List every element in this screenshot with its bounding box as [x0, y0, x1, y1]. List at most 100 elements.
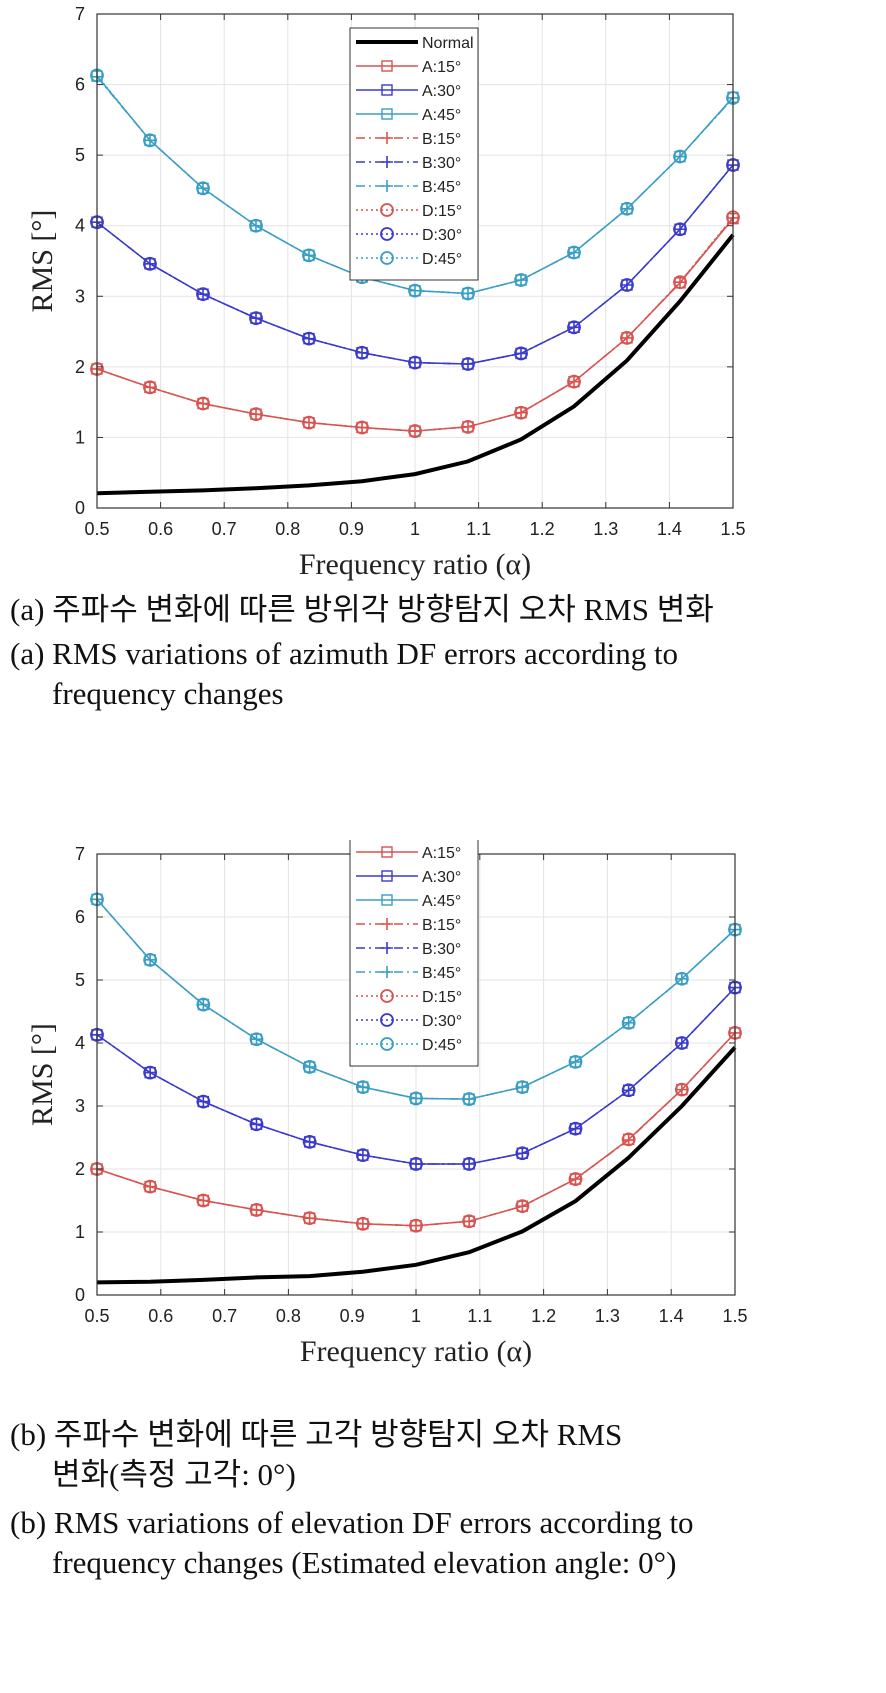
x-tick-label: 1.2 [531, 1306, 556, 1326]
data-point [250, 1033, 263, 1046]
data-point [408, 283, 422, 298]
y-tick-label: 6 [75, 907, 85, 927]
data-point [249, 1032, 264, 1047]
legend-label: D:30° [422, 227, 462, 244]
legend-box [349, 27, 479, 281]
data-point [567, 245, 581, 260]
data-point [674, 223, 687, 236]
y-tick-label: 0 [75, 1285, 85, 1305]
data-point [515, 1080, 530, 1095]
y-tick-label: 3 [75, 286, 85, 306]
series-Normal [96, 1046, 737, 1285]
x-tick-label: 1 [410, 519, 420, 539]
data-point [356, 346, 369, 359]
series-line [96, 74, 734, 295]
x-tick-label: 0.8 [275, 519, 300, 539]
legend-marker [380, 1037, 394, 1051]
data-point [143, 952, 158, 967]
legend-entry: A:15° [356, 845, 461, 862]
data-point [196, 1094, 211, 1109]
data-point [516, 1200, 529, 1213]
legend-marker [381, 894, 393, 906]
y-tick-label: 5 [75, 970, 85, 990]
data-point [463, 1093, 476, 1106]
x-tick-label: 1.4 [659, 1306, 684, 1326]
data-point [249, 311, 263, 326]
data-point [515, 1199, 530, 1214]
data-point [302, 1060, 317, 1074]
legend: Normal A:15° A:30° A:45° B:15° B:30° B:45° D:15… [349, 27, 479, 281]
chart-b: 0.5 0.6 0.7 0.8 0.9 1 1.1 1.2 1.3 1.4 1.5 0 1 2 3 4 5 6 7 F… [26, 840, 748, 1368]
y-tick-label: 1 [75, 1222, 85, 1242]
x-tick-label: 0.5 [84, 1306, 109, 1326]
legend-entry: D:15° [356, 203, 462, 220]
legend-label: B:15° [422, 131, 461, 148]
x-tick-label: 1.2 [530, 519, 555, 539]
data-point [462, 1092, 477, 1106]
data-point [569, 1173, 582, 1186]
data-point [143, 134, 156, 147]
legend-label: B:45° [422, 179, 461, 196]
legend-entry: D:45° [356, 251, 462, 268]
data-point [249, 218, 263, 233]
data-point [197, 288, 210, 301]
data-point [462, 1157, 477, 1171]
x-tick-label: 1 [411, 1306, 421, 1326]
legend-marker [380, 989, 394, 1003]
data-point [355, 1148, 370, 1163]
legend-label: A:45° [422, 893, 461, 910]
data-point [410, 1157, 422, 1170]
data-point [355, 1216, 370, 1231]
legend-label: A:45° [422, 107, 461, 124]
legend-entry: A:45° [356, 893, 461, 910]
legend-entry: A:45° [356, 107, 461, 124]
caption-a-korean: (a) 주파수 변화에 따른 방위각 방향탐지 오차 RMS 변화 [10, 592, 714, 627]
data-point [461, 420, 474, 433]
legend-entry: Normal [356, 35, 474, 52]
data-point [302, 1135, 317, 1149]
x-tick-label: 0.5 [84, 519, 109, 539]
data-point [249, 407, 263, 422]
legend-entry: A:30° [356, 869, 461, 886]
series-Normal [96, 233, 735, 496]
data-point [196, 181, 210, 196]
x-tick-label: 0.8 [276, 1306, 301, 1326]
figure-a: 0.5 0.6 0.7 0.8 0.9 1 1.1 1.2 1.3 1.4 1.5 0 1 2 3 4 5 6 7 F… [0, 0, 886, 630]
data-point [302, 331, 316, 346]
data-point [408, 355, 422, 370]
caption-b-korean-line1: (b) 주파수 변화에 따른 고각 방향탐지 오차 RMS [10, 1417, 623, 1452]
data-point [515, 1146, 530, 1161]
figure-b: 0.5 0.6 0.7 0.8 0.9 1 1.1 1.2 1.3 1.4 1.5 0 1 2 3 4 5 6 7 F… [0, 840, 886, 1400]
legend-entry: B:15° [356, 917, 461, 934]
data-point [620, 201, 634, 216]
legend-entry: B:15° [356, 131, 461, 148]
series-line [96, 216, 734, 432]
data-point [143, 133, 157, 148]
data-point [567, 320, 581, 335]
y-tick-label: 2 [75, 1159, 85, 1179]
legend-label: A:15° [422, 59, 461, 76]
x-tick-label: 0.6 [148, 1306, 173, 1326]
legend-entry: D:30° [356, 227, 462, 244]
data-point [461, 357, 475, 371]
data-point [515, 406, 528, 419]
legend-marker [380, 203, 394, 217]
data-point [410, 1092, 422, 1105]
y-tick-label: 1 [75, 427, 85, 447]
legend-label: A:30° [422, 83, 461, 100]
data-point [621, 1083, 636, 1098]
x-tick-label: 0.6 [148, 519, 173, 539]
data-point [196, 287, 210, 302]
x-tick-label: 0.9 [340, 1306, 365, 1326]
data-point [514, 346, 528, 361]
y-tick-label: 4 [75, 216, 85, 236]
legend-entry: B:30° [356, 155, 461, 172]
legend-label: A:15° [422, 845, 461, 862]
data-point [514, 273, 528, 287]
data-point [620, 202, 633, 215]
legend-box [349, 840, 479, 1067]
data-point [143, 380, 157, 395]
data-point [621, 1132, 636, 1147]
x-tick-label: 1.1 [466, 519, 491, 539]
data-point [568, 1121, 583, 1136]
